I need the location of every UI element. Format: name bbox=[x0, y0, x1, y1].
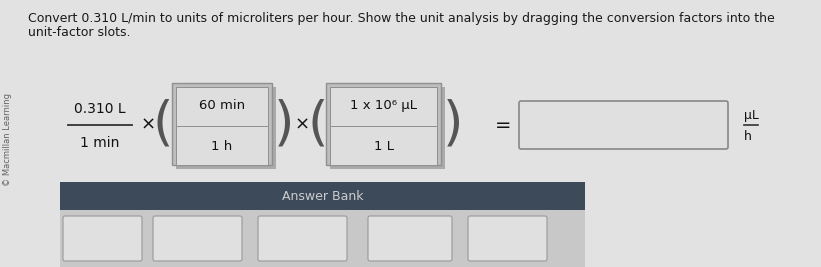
Text: μL: μL bbox=[744, 108, 759, 121]
Bar bbox=[60, 210, 585, 267]
Text: 60 min: 60 min bbox=[199, 99, 245, 112]
Text: 0.310 L: 0.310 L bbox=[74, 102, 126, 116]
Text: 1 h: 1 h bbox=[211, 140, 232, 153]
Bar bbox=[326, 83, 441, 165]
FancyBboxPatch shape bbox=[368, 216, 452, 261]
Text: 1 min: 1 min bbox=[80, 136, 120, 150]
FancyBboxPatch shape bbox=[63, 216, 142, 261]
Text: ): ) bbox=[443, 99, 463, 151]
Text: =: = bbox=[495, 116, 511, 135]
Text: ): ) bbox=[273, 99, 294, 151]
FancyBboxPatch shape bbox=[519, 101, 728, 149]
Text: 1 L: 1 L bbox=[374, 140, 393, 153]
FancyBboxPatch shape bbox=[258, 216, 347, 261]
Text: h: h bbox=[744, 131, 752, 143]
Bar bbox=[176, 126, 268, 165]
Text: © Macmillan Learning: © Macmillan Learning bbox=[3, 93, 12, 187]
Bar bbox=[330, 87, 445, 169]
Bar bbox=[172, 83, 272, 165]
FancyBboxPatch shape bbox=[468, 216, 547, 261]
Text: ×: × bbox=[140, 116, 155, 134]
Text: (: ( bbox=[153, 99, 173, 151]
Bar bbox=[176, 87, 268, 126]
Bar bbox=[176, 87, 276, 169]
Text: unit-factor slots.: unit-factor slots. bbox=[28, 26, 131, 39]
Text: 1 x 10⁶ μL: 1 x 10⁶ μL bbox=[350, 99, 417, 112]
Text: Answer Bank: Answer Bank bbox=[282, 190, 363, 202]
Bar bbox=[330, 126, 437, 165]
Text: (: ( bbox=[308, 99, 328, 151]
Text: ×: × bbox=[295, 116, 310, 134]
Bar bbox=[60, 182, 585, 210]
Text: Convert 0.310 L/min to units of microliters per hour. Show the unit analysis by : Convert 0.310 L/min to units of microlit… bbox=[28, 12, 775, 25]
FancyBboxPatch shape bbox=[153, 216, 242, 261]
Bar bbox=[330, 87, 437, 126]
